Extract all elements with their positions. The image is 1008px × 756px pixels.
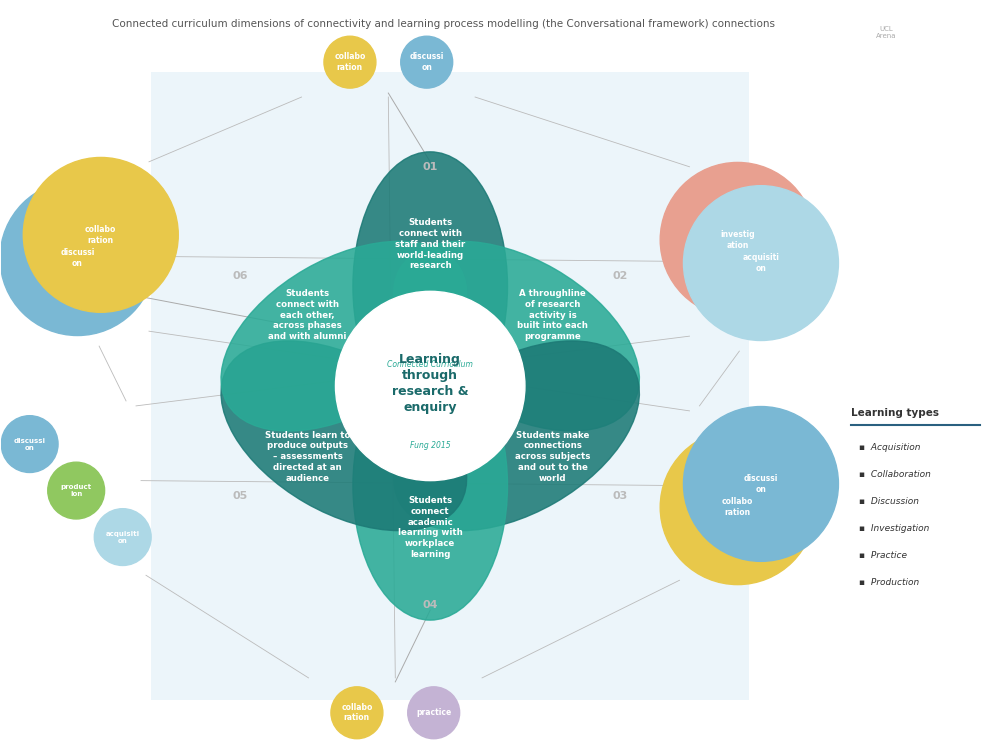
Text: ▪  Discussion: ▪ Discussion	[859, 497, 918, 506]
Circle shape	[47, 462, 105, 519]
Circle shape	[407, 686, 460, 739]
Circle shape	[324, 36, 376, 88]
Ellipse shape	[353, 152, 507, 421]
Text: practice: practice	[416, 708, 452, 717]
Circle shape	[660, 429, 815, 584]
Text: collabo
ration: collabo ration	[335, 52, 366, 72]
Circle shape	[0, 181, 155, 336]
Text: acquisiti
on: acquisiti on	[743, 253, 779, 273]
Text: product
ion: product ion	[60, 484, 92, 497]
Text: discussi
on: discussi on	[14, 438, 45, 451]
Text: Connected curriculum dimensions of connectivity and learning process modelling (: Connected curriculum dimensions of conne…	[112, 20, 775, 29]
Text: 06: 06	[233, 271, 248, 281]
Ellipse shape	[221, 341, 467, 531]
Text: Learning
through
research &
enquiry: Learning through research & enquiry	[392, 354, 469, 414]
Text: investig
ation: investig ation	[721, 230, 755, 249]
Text: 02: 02	[613, 271, 628, 281]
Circle shape	[331, 686, 383, 739]
Ellipse shape	[394, 241, 639, 431]
Circle shape	[95, 509, 151, 565]
Circle shape	[683, 407, 839, 562]
Text: discussi
on: discussi on	[409, 52, 444, 72]
Text: 04: 04	[422, 600, 437, 610]
Circle shape	[660, 163, 815, 318]
Circle shape	[683, 186, 839, 340]
Text: collabo
ration: collabo ration	[722, 497, 753, 517]
Circle shape	[401, 36, 453, 88]
Circle shape	[336, 291, 525, 481]
Text: A throughline
of research
activity is
built into each
programme: A throughline of research activity is bu…	[517, 290, 589, 341]
Text: 01: 01	[422, 162, 437, 172]
Text: discussi
on: discussi on	[60, 249, 95, 268]
Text: collabo
ration: collabo ration	[342, 703, 373, 723]
Text: ▪  Practice: ▪ Practice	[859, 550, 907, 559]
Text: 05: 05	[233, 491, 248, 500]
Text: UCL
Arena: UCL Arena	[876, 26, 896, 39]
Text: ▪  Production: ▪ Production	[859, 578, 919, 587]
Text: Connected Curriculum: Connected Curriculum	[387, 360, 473, 369]
Text: collabo
ration: collabo ration	[85, 225, 117, 244]
Circle shape	[1, 416, 58, 472]
Text: ▪  Collaboration: ▪ Collaboration	[859, 470, 930, 479]
Text: acquisiti
on: acquisiti on	[106, 531, 140, 544]
Text: Fung 2015: Fung 2015	[410, 442, 451, 451]
Circle shape	[23, 157, 178, 312]
Text: Students make
connections
across subjects
and out to the
world: Students make connections across subject…	[515, 431, 591, 483]
Text: Students
connect with
each other,
across phases
and with alumni: Students connect with each other, across…	[268, 290, 347, 341]
Text: 03: 03	[613, 491, 628, 500]
Text: Students learn to
produce outputs
– assessments
directed at an
audience: Students learn to produce outputs – asse…	[265, 431, 351, 483]
Text: Students
connect
academic
learning with
workplace
learning: Students connect academic learning with …	[398, 496, 463, 559]
Text: ▪  Investigation: ▪ Investigation	[859, 524, 929, 533]
FancyBboxPatch shape	[151, 72, 749, 700]
Ellipse shape	[394, 341, 639, 531]
Ellipse shape	[221, 241, 467, 431]
Text: Learning types: Learning types	[851, 408, 938, 418]
Ellipse shape	[353, 351, 507, 620]
Text: ▪  Acquisition: ▪ Acquisition	[859, 443, 920, 452]
Text: discussi
on: discussi on	[744, 474, 778, 494]
Text: Students
connect with
staff and their
world-leading
research: Students connect with staff and their wo…	[395, 218, 466, 271]
